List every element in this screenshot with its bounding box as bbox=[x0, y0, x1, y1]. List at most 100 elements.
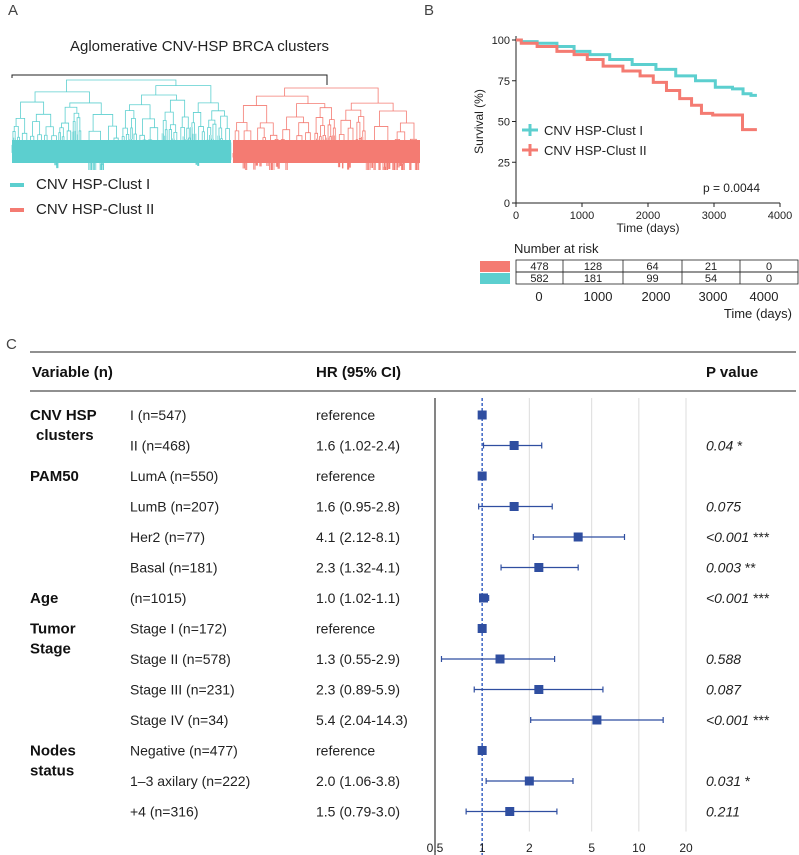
legend-label-clust1: CNV HSP-Clust I bbox=[36, 176, 151, 193]
forest-row-label-0: I (n=547) bbox=[130, 407, 186, 423]
risk-xlabel: Time (days) bbox=[724, 306, 792, 321]
forest-row-pvalue-3: 0.075 bbox=[706, 499, 741, 515]
panel-letter-a: A bbox=[8, 2, 19, 19]
risk-row-swatch-1 bbox=[480, 261, 510, 272]
risk-cell-1-3: 64 bbox=[646, 261, 658, 273]
forest-xtick-label-3: 5 bbox=[588, 841, 595, 855]
forest-row-pvalue-10: <0.001 bbox=[706, 712, 749, 728]
forest-group-label-2-0: Age bbox=[30, 590, 58, 607]
forest-xtick-label-2: 2 bbox=[526, 841, 533, 855]
forest-row-pvalue-8: 0.588 bbox=[706, 651, 741, 667]
forest-row-pvalue-13: 0.211 bbox=[706, 804, 740, 820]
forest-plot: Variable (n) HR (95% CI) P value 0.5 1 2 5 10 20… bbox=[30, 351, 796, 855]
forest-xtick-label-4: 10 bbox=[632, 841, 646, 855]
forest-point-5 bbox=[534, 563, 544, 572]
forest-row-label-11: Negative (n=477) bbox=[130, 743, 238, 759]
risk-cell-2-1: 582 bbox=[530, 273, 548, 285]
risk-cell-1-5: 0 bbox=[766, 261, 772, 273]
forest-row-label-2: LumA (n=550) bbox=[130, 468, 218, 484]
forest-row-p-8: 0.588 bbox=[706, 651, 741, 667]
forest-point-0 bbox=[477, 410, 487, 420]
forest-row-label-4: Her2 (n=77) bbox=[130, 529, 205, 545]
forest-row-hr-13: 1.5 (0.79-3.0) bbox=[316, 804, 400, 820]
forest-row-label-5: Basal (n=181) bbox=[130, 560, 218, 576]
forest-xtick-label-1: 1 bbox=[479, 841, 486, 855]
forest-row-hr-11: reference bbox=[316, 743, 375, 759]
forest-row-pvalue-6: <0.001 bbox=[706, 590, 749, 606]
legend-label-clust2: CNV HSP-Clust II bbox=[36, 201, 155, 218]
forest-row-hr-1: 1.6 (1.02-2.4) bbox=[316, 438, 400, 454]
risk-time-label-0: 0 bbox=[535, 289, 542, 304]
km-legend-item-1: CNV HSP-Clust I bbox=[522, 123, 643, 138]
forest-row-label-8: Stage II (n=578) bbox=[130, 651, 231, 667]
forest-group-label-3-1: Stage bbox=[30, 641, 71, 658]
forest-row-label-10: Stage IV (n=34) bbox=[130, 712, 228, 728]
risk-cell-1-1: 478 bbox=[530, 261, 548, 273]
forest-row-pvalue-9: 0.087 bbox=[706, 682, 742, 698]
dendro-cluster-2 bbox=[232, 87, 420, 170]
forest-point-9 bbox=[534, 685, 544, 694]
forest-row-hr-4: 4.1 (2.12-8.1) bbox=[316, 529, 400, 545]
forest-row-hr-0: reference bbox=[316, 407, 375, 423]
risk-cell-2-2: 181 bbox=[584, 273, 602, 285]
panel-letter-b: B bbox=[424, 2, 435, 19]
risk-cell-2-3: 99 bbox=[646, 273, 658, 285]
forest-row-p-12: 0.031 * bbox=[706, 773, 751, 789]
forest-row-hr-2: reference bbox=[316, 468, 375, 484]
risk-time-label-4: 4000 bbox=[750, 289, 779, 304]
dendro-legend-clust2: CNV HSP-Clust II bbox=[10, 201, 154, 218]
km-ytick-label-0: 0 bbox=[504, 198, 510, 210]
km-xtick-label-0: 0 bbox=[513, 210, 519, 222]
forest-group-label-1-0: PAM50 bbox=[30, 468, 79, 485]
dendrogram bbox=[11, 74, 420, 170]
forest-group-label-4-1: status bbox=[30, 763, 74, 780]
forest-row-hr-7: reference bbox=[316, 621, 375, 637]
forest-point-11 bbox=[477, 746, 487, 755]
forest-row-hr-9: 2.3 (0.89-5.9) bbox=[316, 682, 400, 698]
km-series-1 bbox=[516, 38, 757, 97]
forest-row-hr-6: 1.0 (1.02-1.1) bbox=[316, 590, 400, 606]
forest-row-p-9: 0.087 bbox=[706, 682, 742, 698]
km-legend-label-1: CNV HSP-Clust I bbox=[544, 123, 643, 138]
km-xtick-label-2: 2000 bbox=[636, 210, 660, 222]
legend-swatch-clust1 bbox=[10, 182, 24, 187]
forest-row-label-6: (n=1015) bbox=[130, 590, 186, 606]
forest-point-10 bbox=[592, 715, 602, 725]
forest-row-p-6: <0.001 *** bbox=[706, 590, 770, 606]
forest-row-sig-10: *** bbox=[749, 712, 770, 728]
legend-swatch-clust2 bbox=[10, 207, 24, 212]
forest-header-variable: Variable (n) bbox=[32, 364, 113, 381]
km-xlabel: Time (days) bbox=[617, 221, 680, 235]
risk-time-label-3: 3000 bbox=[699, 289, 728, 304]
forest-point-7 bbox=[477, 624, 487, 633]
forest-point-6 bbox=[479, 593, 489, 603]
forest-row-label-3: LumB (n=207) bbox=[130, 499, 219, 515]
forest-row-sig-12: * bbox=[741, 773, 751, 789]
km-pvalue: p = 0.0044 bbox=[703, 181, 760, 195]
km-ytick-label-4: 100 bbox=[492, 35, 510, 47]
km-xtick-label-1: 1000 bbox=[570, 210, 594, 222]
risk-row-swatch-2 bbox=[480, 273, 510, 284]
forest-xtick-label-5: 20 bbox=[679, 841, 693, 855]
forest-row-p-10: <0.001 *** bbox=[706, 712, 770, 728]
km-ytick-label-1: 25 bbox=[498, 157, 510, 169]
forest-row-label-7: Stage I (n=172) bbox=[130, 621, 227, 637]
forest-row-hr-10: 5.4 (2.04-14.3) bbox=[316, 712, 408, 728]
km-ytick-label-2: 50 bbox=[498, 117, 510, 129]
forest-row-hr-3: 1.6 (0.95-2.8) bbox=[316, 499, 400, 515]
km-xtick-label-3: 3000 bbox=[702, 210, 726, 222]
forest-group-label-0-1: clusters bbox=[36, 427, 94, 444]
forest-row-p-1: 0.04 * bbox=[706, 438, 743, 454]
forest-row-p-5: 0.003 ** bbox=[706, 560, 756, 576]
forest-row-hr-12: 2.0 (1.06-3.8) bbox=[316, 773, 400, 789]
forest-row-label-12: 1–3 axilary (n=222) bbox=[130, 773, 250, 789]
dendro-cluster-1 bbox=[11, 79, 232, 170]
forest-row-sig-5: ** bbox=[741, 560, 756, 576]
forest-row-label-13: +4 (n=316) bbox=[130, 804, 199, 820]
km-xtick-label-4: 4000 bbox=[768, 210, 792, 222]
forest-point-3 bbox=[509, 502, 519, 511]
forest-row-sig-4: *** bbox=[749, 529, 770, 545]
forest-header-p: P value bbox=[706, 364, 758, 381]
risk-time-label-2: 2000 bbox=[642, 289, 671, 304]
